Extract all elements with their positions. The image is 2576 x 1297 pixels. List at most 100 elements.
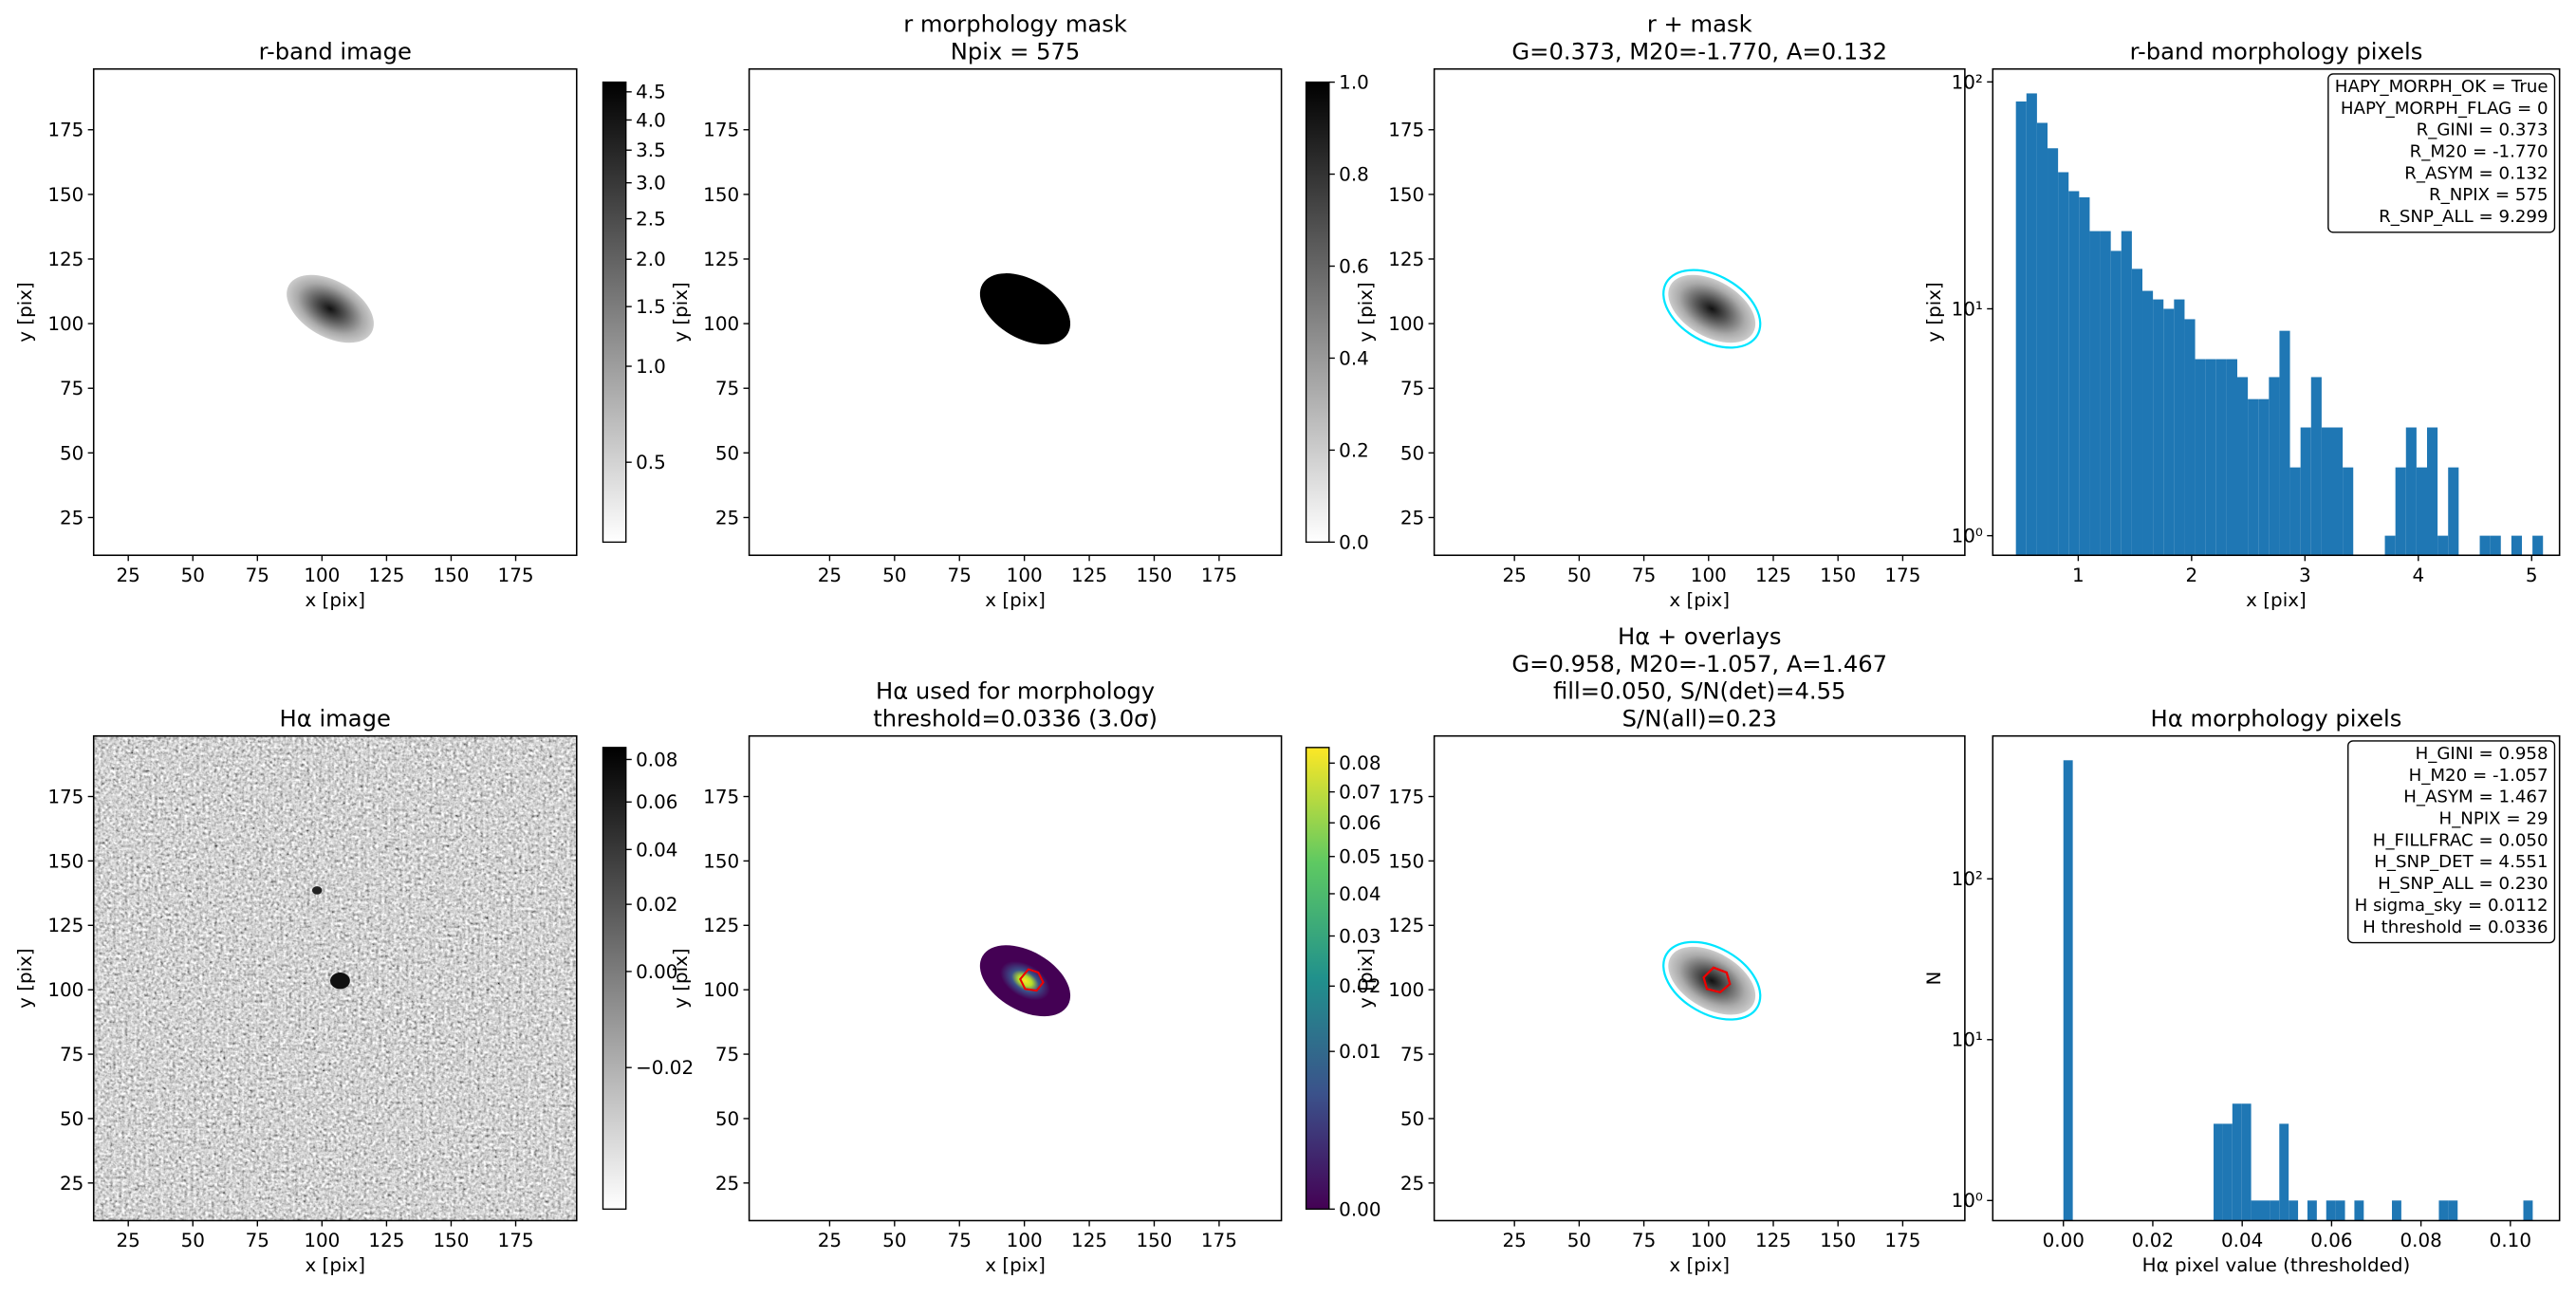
image-content [93, 269, 1762, 1221]
histogram-bar [2048, 148, 2059, 556]
histogram-bar [2523, 1200, 2533, 1221]
histogram-bar [2226, 359, 2238, 556]
colorbar-tick-label: 0.03 [1339, 925, 1381, 947]
panel-title: S/N(all)=0.23 [1622, 704, 1777, 732]
x-tick-label: 25 [818, 1230, 842, 1251]
x-tick-label: 2 [2186, 565, 2198, 586]
y-tick-label: 10⁰ [1952, 1190, 1983, 1212]
x-tick-label: 0.08 [2400, 1230, 2441, 1251]
histogram-bar [2260, 1200, 2270, 1221]
annotation-line: H_SNP_ALL = 0.230 [2378, 874, 2548, 894]
x-tick-label: 175 [1201, 565, 1237, 586]
y-tick-label: 150 [1388, 850, 1424, 872]
colorbar-tick-label: 1.0 [1339, 71, 1369, 93]
y-tick-label: 25 [60, 507, 83, 528]
colorbar-tick-label: −0.02 [636, 1057, 694, 1079]
x-tick-label: 125 [368, 565, 404, 586]
y-tick-label: 75 [60, 1044, 83, 1065]
y-tick-label: 125 [703, 249, 739, 270]
x-tick-label: 75 [948, 565, 972, 586]
annotation-line: HAPY_MORPH_FLAG = 0 [2341, 99, 2548, 119]
x-tick-label: 125 [1071, 1230, 1107, 1251]
y-tick-label: 175 [703, 120, 739, 141]
colorbar-tick-label: 2.0 [636, 249, 666, 270]
histogram-bar [2251, 1200, 2261, 1221]
x-tick-label: 25 [117, 1230, 140, 1251]
x-tick-label: 75 [1632, 1230, 1656, 1251]
histogram-bar [2343, 467, 2354, 556]
x-tick-label: 1 [2072, 565, 2085, 586]
halpha-source [330, 973, 350, 990]
colorbar-tick-label: 0.06 [636, 791, 677, 813]
histogram-bar [2184, 319, 2196, 556]
x-tick-label: 100 [1007, 1230, 1043, 1251]
y-axis-label: y [pix] [1355, 282, 1377, 343]
x-tick-label: 25 [818, 565, 842, 586]
y-tick-label: 10⁰ [1952, 526, 1983, 547]
y-tick-label: 125 [1388, 915, 1424, 936]
y-tick-label: 150 [703, 850, 739, 872]
y-tick-label: 100 [47, 979, 83, 1001]
x-tick-label: 25 [1503, 565, 1527, 586]
histogram-bar [2384, 535, 2396, 556]
y-tick-label: 50 [715, 442, 739, 464]
x-tick-label: 100 [1691, 1230, 1727, 1251]
axes-frame [1992, 734, 2561, 1222]
y-tick-label: 25 [1400, 507, 1424, 528]
y-tick-label: 50 [715, 1108, 739, 1130]
colorbar [1305, 81, 1330, 544]
histogram-bar [2068, 191, 2080, 556]
histogram-bar [2214, 1123, 2223, 1221]
y-tick-label: 10¹ [1952, 298, 1983, 320]
colorbar-tick-label: 0.06 [1339, 812, 1381, 834]
x-tick-label: 75 [246, 565, 269, 586]
x-tick-label: 4 [2412, 565, 2424, 586]
y-tick-label: 25 [1400, 1173, 1424, 1195]
annotation-line: R_GINI = 0.373 [2417, 120, 2548, 140]
y-tick-label: 75 [1400, 1044, 1424, 1065]
y-tick-label: 150 [47, 184, 83, 206]
histogram-bar [2490, 535, 2501, 556]
y-tick-label: 10² [1952, 868, 1983, 890]
x-tick-label: 75 [246, 1230, 269, 1251]
y-axis-label: y [pix] [14, 948, 36, 1009]
histogram-bar [2079, 196, 2090, 556]
colorbar-tick-label: 0.00 [1339, 1198, 1381, 1220]
colorbar-tick-label: 0.07 [1339, 782, 1381, 804]
y-tick-label: 175 [47, 786, 83, 807]
panel-title: threshold=0.0336 (3.0σ) [873, 704, 1158, 732]
x-tick-label: 75 [1632, 565, 1656, 586]
annotation-frame [2347, 740, 2556, 944]
histogram-bar [2015, 101, 2027, 556]
histogram-bar [2089, 231, 2101, 556]
y-tick-label: 50 [60, 442, 83, 464]
x-tick-label: 175 [498, 1230, 534, 1251]
annotation-line: R_NPIX = 575 [2429, 185, 2548, 205]
x-axis-label: x [pix] [1669, 589, 1730, 611]
histogram-bar [2438, 1200, 2449, 1221]
x-tick-label: 0.00 [2043, 1230, 2085, 1251]
colorbar-tick-label: 0.0 [1339, 531, 1369, 553]
histogram-bar [2321, 427, 2333, 556]
y-tick-label: 125 [47, 915, 83, 936]
x-tick-label: 75 [948, 1230, 972, 1251]
halpha-overlay-source [1668, 946, 1756, 1015]
histogram-bar [2405, 427, 2417, 556]
panel-title: r morphology mask [903, 10, 1127, 38]
mask-contour [1662, 269, 1762, 349]
colorbar-tick-label: 0.2 [1339, 439, 1369, 461]
histogram-bar [2215, 359, 2227, 556]
y-tick-label: 100 [1388, 979, 1424, 1001]
y-tick-label: 125 [703, 915, 739, 936]
x-tick-label: 50 [1567, 1230, 1591, 1251]
y-axis-label: y [pix] [1355, 948, 1377, 1009]
y-tick-label: 100 [703, 979, 739, 1001]
halpha-contour [1019, 968, 1045, 992]
histogram-bar [2026, 93, 2037, 556]
histogram-bar [2448, 467, 2459, 556]
y-axis-label: N [1923, 972, 1945, 986]
y-tick-label: 175 [1388, 120, 1424, 141]
y-tick-label: 50 [1400, 442, 1424, 464]
